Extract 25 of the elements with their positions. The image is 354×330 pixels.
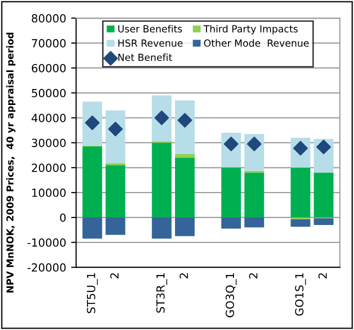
- x-tick-label: 2: [249, 273, 258, 278]
- legend-label: HSR Revenue: [118, 39, 183, 47]
- x-tick-label: 2: [318, 273, 327, 278]
- x-tick-label: GO1S_1: [295, 273, 306, 316]
- legend-label: User Benefits: [118, 24, 182, 32]
- legend-label: Net Benefit: [118, 53, 172, 62]
- y-axis-title: NPV MnNOK, 2009 Prices, 40 yr appraisal period: [6, 32, 16, 292]
- y-tick-label: 10000: [32, 188, 66, 197]
- legend-label: Third Party Impacts: [203, 24, 298, 34]
- x-tick-label: 2: [180, 273, 188, 278]
- y-tick-label: -10000: [28, 238, 66, 247]
- y-tick-label: 50000: [32, 88, 66, 98]
- x-tick-label: 2: [110, 273, 119, 278]
- y-tick-label: 60000: [32, 64, 66, 72]
- x-tick-label: GO3Q_1: [226, 273, 237, 318]
- y-tick-label: 20000: [32, 164, 66, 172]
- y-tick-label: 40000: [32, 114, 66, 122]
- legend-label: Other Mode Revenue: [204, 39, 309, 47]
- x-tick-label: ST5U_1: [86, 273, 98, 314]
- y-tick-label: 70000: [32, 39, 66, 48]
- y-tick-label: 30000: [32, 138, 66, 148]
- y-tick-label: 80000: [32, 14, 66, 23]
- y-tick-label: -20000: [28, 263, 66, 272]
- x-tick-label: ST3R_1: [156, 273, 168, 313]
- y-tick-label: 0: [60, 213, 66, 222]
